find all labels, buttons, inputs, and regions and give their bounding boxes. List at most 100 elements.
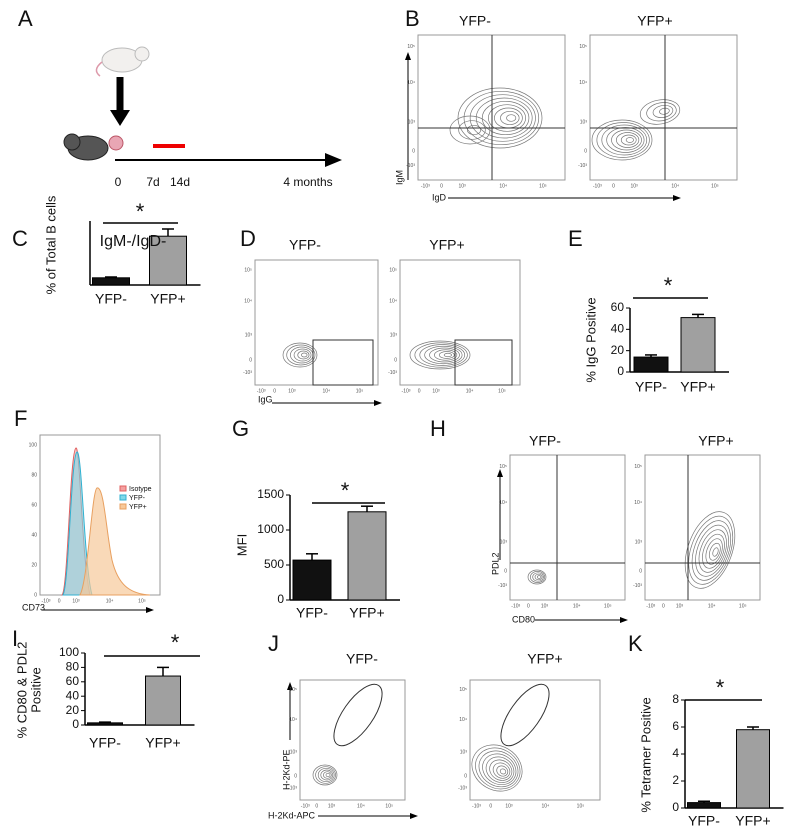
y-axis-label: MFI	[234, 534, 249, 556]
contour	[695, 524, 729, 577]
y-tick-label: 100	[59, 645, 79, 659]
contour	[409, 340, 471, 370]
significance-star: *	[664, 273, 673, 298]
flow-tick-label: -10³	[402, 388, 411, 394]
contour	[688, 515, 734, 585]
flow-tick-label: 0	[294, 773, 297, 779]
contour	[659, 107, 670, 115]
flow-tick-label: -10³	[578, 163, 587, 169]
contour	[325, 772, 331, 778]
contour	[466, 124, 482, 136]
contour	[463, 90, 540, 146]
y-tick-label: 0	[672, 800, 679, 814]
flow-tick-label: -10³	[406, 163, 415, 169]
flow-tick-label: 10⁴	[407, 80, 415, 86]
panel-label: G	[232, 416, 249, 441]
flow-frame	[589, 34, 738, 181]
flow-title: YFP+	[698, 433, 733, 449]
flow-tick-label: 10⁵	[289, 687, 297, 693]
contour	[429, 347, 460, 363]
flow-tick-label: 0	[249, 357, 252, 363]
contour	[457, 87, 543, 149]
axis-arrow-head	[497, 469, 503, 477]
flow-tick-label: 10⁴	[389, 299, 397, 305]
y-axis-label: % Tetramer Positive	[638, 697, 653, 812]
contour	[496, 765, 509, 777]
flow-tick-label: 10⁴	[542, 803, 550, 809]
yfp-pos-curve	[79, 487, 151, 596]
y-axis-label: % CD80 & PDL2	[14, 642, 29, 739]
flow-tick-label: 10³	[390, 332, 398, 338]
flow-axis-label: H-2Kd-PE	[281, 749, 291, 790]
axis-arrow-head	[374, 400, 382, 406]
x-tick-label: YFP+	[680, 379, 715, 395]
timeline-label: 7d	[146, 175, 159, 189]
flow-frame	[399, 259, 521, 386]
contour	[438, 351, 455, 359]
flow-tick-label: 10³	[408, 119, 416, 125]
flow-frame	[644, 454, 761, 601]
contour	[620, 134, 637, 146]
y-tick-label: 0	[72, 717, 79, 731]
flow-tick-label: 10³	[290, 749, 298, 755]
contour	[646, 102, 677, 122]
flow-tick-label: 10⁵	[389, 267, 397, 273]
arrow-head	[110, 110, 130, 126]
timeline-label: 4 months	[283, 175, 332, 189]
contour	[443, 352, 452, 358]
contour	[527, 569, 547, 585]
flow-tick-label: -10³	[498, 583, 507, 589]
contour	[500, 110, 520, 126]
flow-tick-label: 10³	[541, 603, 549, 609]
timeline-label: 14d	[170, 175, 190, 189]
bar	[680, 317, 716, 373]
flow-axis-label: PDL2	[490, 552, 500, 575]
panel-label: H	[430, 416, 446, 441]
flow-axis-label: IgD	[432, 192, 447, 202]
y-tick-label: 4	[672, 746, 679, 760]
contour	[611, 129, 642, 151]
flow-tick-label: 10³	[245, 332, 253, 338]
y-tick-label: 1500	[257, 487, 284, 501]
flow-tick-label: 10⁴	[499, 183, 507, 189]
y-tick-label: 1000	[257, 522, 284, 536]
contour	[639, 99, 681, 125]
flow-title: YFP+	[527, 651, 562, 667]
contour	[606, 127, 645, 153]
gate	[454, 339, 513, 386]
gate	[312, 339, 374, 386]
y-tick-label: 6	[672, 719, 679, 733]
panel-label: A	[18, 6, 33, 31]
flow-tick-label: 10³	[505, 803, 513, 809]
contour	[499, 768, 507, 775]
flow-tick-label: -10³	[243, 370, 252, 376]
flow-tick-label: 10³	[630, 183, 638, 189]
panel-label: K	[628, 631, 643, 656]
legend-swatch	[119, 503, 127, 510]
flow-axis-label: CD73	[22, 602, 45, 612]
contour	[534, 573, 543, 581]
chart-title: IgM-/IgD-	[100, 233, 167, 250]
flow-tick-label: -10³	[511, 603, 520, 609]
contour	[705, 538, 723, 565]
contour	[449, 115, 491, 145]
flow-tick-label: -10³	[388, 370, 397, 376]
flow-tick-label: 10³	[500, 539, 508, 545]
contour	[481, 100, 530, 136]
contour	[424, 345, 463, 365]
flow-tick-label: 0	[612, 183, 615, 189]
axis-arrow-head	[410, 813, 418, 819]
y-axis-label: % of Total B cells	[43, 195, 58, 294]
flow-tick-label: 0	[440, 183, 443, 189]
y-tick-label: 60	[66, 674, 80, 688]
hist-tick-label: 40	[31, 532, 37, 538]
contour	[317, 767, 335, 783]
flow-tick-label: 10⁵	[711, 183, 719, 189]
panel-label: C	[12, 226, 28, 251]
flow-tick-label: 10³	[460, 749, 468, 755]
contour	[489, 759, 513, 781]
flow-frame	[509, 454, 626, 601]
flow-tick-label: 10⁴	[357, 803, 365, 809]
mouse-white	[95, 46, 150, 77]
flow-title: YFP-	[459, 13, 491, 29]
